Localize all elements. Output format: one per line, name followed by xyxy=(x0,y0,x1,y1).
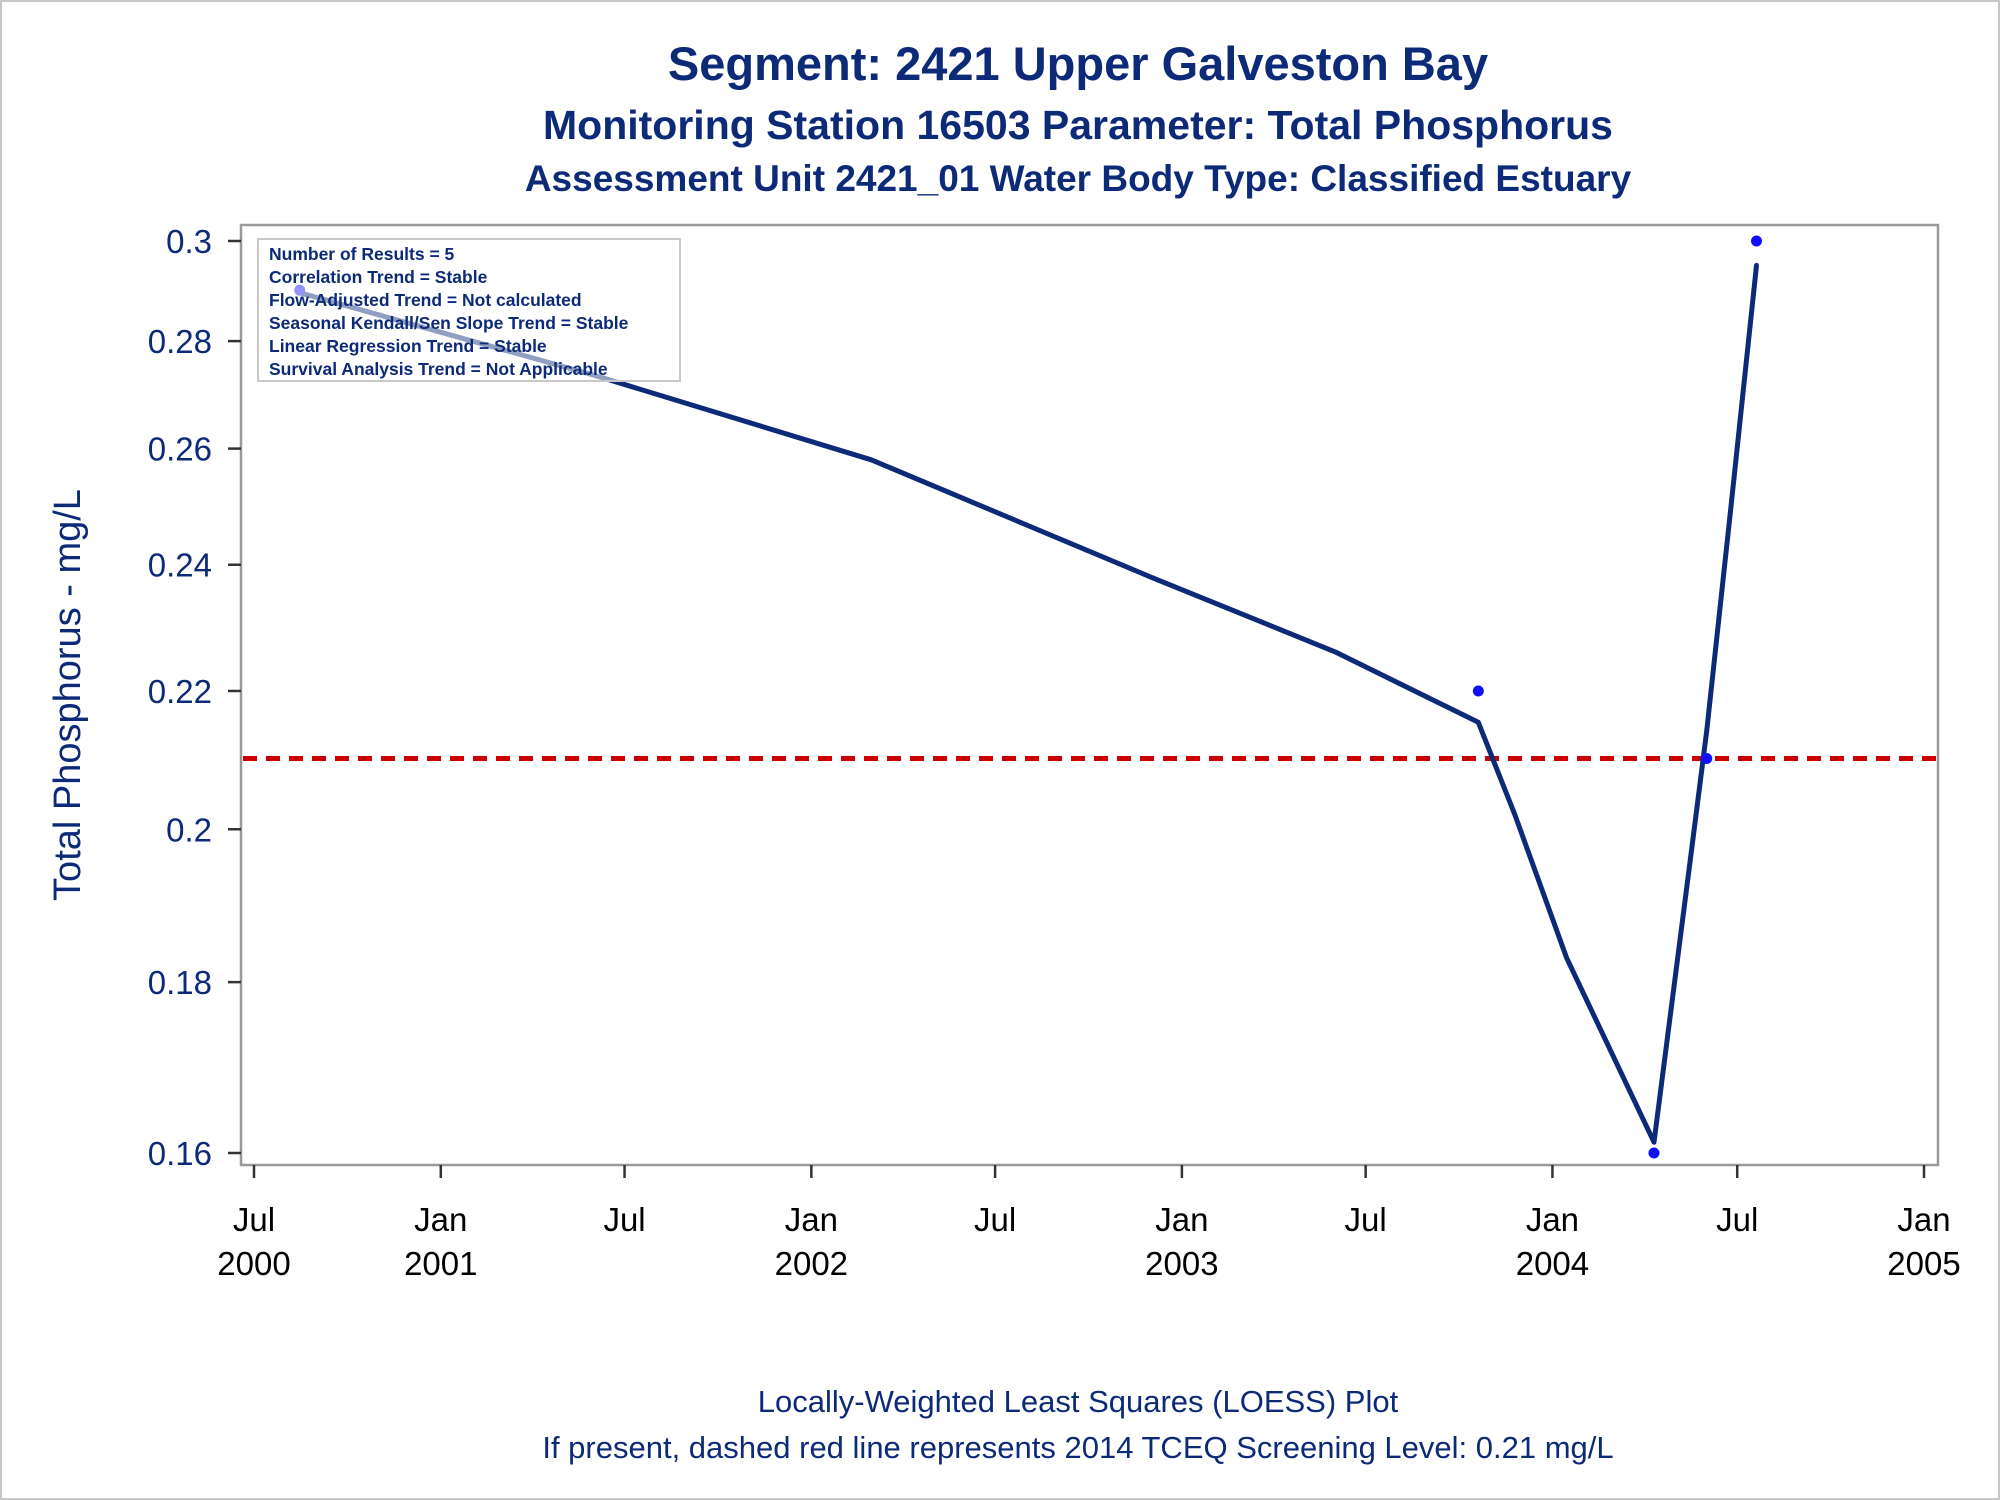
data-point xyxy=(1648,1147,1660,1159)
plot-area xyxy=(239,223,1940,1167)
x-tick-month-label: Jul xyxy=(1716,1201,1758,1238)
x-tick-year-label: 2002 xyxy=(775,1245,848,1282)
y-axis: 0.16 0.18 0.2 0.22 0.24 0.26 0.28 0.3 xyxy=(148,223,241,1172)
x-tick-month-label: Jan xyxy=(1155,1201,1208,1238)
stats-line: Flow-Adjusted Trend = Not calculated xyxy=(269,290,582,310)
x-tick-year-label: 2001 xyxy=(404,1245,477,1282)
x-tick-year-label: 2003 xyxy=(1145,1245,1218,1282)
x-tick-month-label: Jan xyxy=(1526,1201,1579,1238)
data-point xyxy=(1701,752,1713,764)
y-tick-label: 0.26 xyxy=(148,431,212,468)
chart-subtitle: Monitoring Station 16503 Parameter: Tota… xyxy=(543,102,1613,148)
footnote-1: Locally-Weighted Least Squares (LOESS) P… xyxy=(758,1384,1399,1419)
stats-line: Seasonal Kendall/Sen Slope Trend = Stabl… xyxy=(269,313,629,333)
data-point xyxy=(1472,685,1484,697)
chart-subtitle-2: Assessment Unit 2421_01 Water Body Type:… xyxy=(525,158,1632,199)
stats-box-border xyxy=(257,238,681,382)
x-tick-month-label: Jul xyxy=(233,1201,275,1238)
footnote-2: If present, dashed red line represents 2… xyxy=(542,1430,1613,1465)
stats-box: Number of Results = 5 Correlation Trend =… xyxy=(257,238,681,382)
data-point xyxy=(1750,235,1762,247)
x-tick-month-label: Jul xyxy=(974,1201,1016,1238)
y-axis-label: Total Phosphorus - mg/L xyxy=(47,489,89,901)
stats-line: Survival Analysis Trend = Not Applicable xyxy=(269,359,608,379)
x-tick-month-label: Jan xyxy=(1897,1201,1950,1238)
stats-line: Number of Results = 5 xyxy=(269,244,455,264)
x-tick-month-label: Jan xyxy=(785,1201,838,1238)
y-tick-label: 0.16 xyxy=(148,1135,212,1172)
x-tick-month-label: Jul xyxy=(603,1201,645,1238)
y-tick-label: 0.18 xyxy=(148,964,212,1001)
stats-line: Correlation Trend = Stable xyxy=(269,267,488,287)
y-tick-label: 0.3 xyxy=(166,223,212,260)
loess-curve xyxy=(297,262,1759,1145)
x-axis: Jul 2000 Jan 2001 Jul Jan 2002 Jul Jan 2003 Jul Jan… xyxy=(217,1165,1961,1282)
y-tick-label: 0.22 xyxy=(148,673,212,710)
stats-line: Linear Regression Trend = Stable xyxy=(269,336,547,356)
y-tick-label: 0.28 xyxy=(148,323,212,360)
chart-title: Segment: 2421 Upper Galveston Bay xyxy=(668,37,1488,90)
y-tick-label: 0.2 xyxy=(166,811,212,848)
x-tick-month-label: Jan xyxy=(414,1201,467,1238)
x-tick-year-label: 2005 xyxy=(1887,1245,1960,1282)
x-tick-month-label: Jul xyxy=(1345,1201,1387,1238)
x-tick-year-label: 2004 xyxy=(1516,1245,1589,1282)
x-tick-year-label: 2000 xyxy=(217,1245,290,1282)
y-tick-label: 0.24 xyxy=(148,547,212,584)
